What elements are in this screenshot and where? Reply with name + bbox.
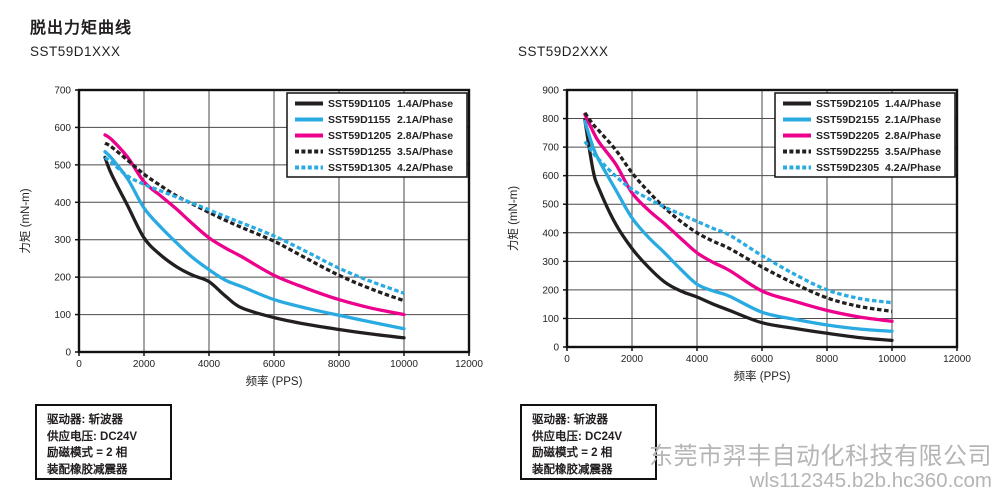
legend-current-SST59D1105: 1.4A/Phase [397, 98, 453, 110]
torque-chart-sst59d1: 0 100 200 300 400 500 600 700 0 2000 4000 6000 8000 1… [19, 86, 483, 389]
legend-current-SST59D2105: 1.4A/Phase [885, 98, 941, 110]
watermark-url: wls112345.b2b.hc360.com [749, 469, 992, 492]
spec-excitation: 励磁模式 = 2 相 [47, 447, 128, 459]
legend-current-SST59D1155: 2.1A/Phase [397, 114, 453, 126]
legend-model-SST59D2205: SST59D2205 [816, 130, 879, 142]
spec-driver: 驱动器: 斩波器 [47, 414, 124, 426]
y-tick-label: 0 [553, 343, 559, 354]
y-tick-label: 0 [65, 348, 71, 359]
legend: SST59D2105 1.4A/Phase SST59D2155 2.1A/Phase… [774, 92, 956, 178]
y-tick-label: 300 [54, 235, 71, 246]
x-tick-label: 8000 [816, 354, 839, 365]
x-tick-label: 6000 [751, 354, 774, 365]
spec-voltage: 供应电压: DC24V [47, 430, 138, 443]
legend-current-SST59D1255: 3.5A/Phase [397, 146, 453, 158]
spec-driver: 驱动器: 斩波器 [532, 414, 609, 426]
axes: 0 100 200 300 400 500 600 700 800 900 0 2000 4000 600… [542, 86, 971, 366]
chart-subtitle-sst59d2: SST59D2XXX [518, 44, 609, 59]
legend-current-SST59D2255: 3.5A/Phase [885, 146, 941, 158]
legend-model-SST59D1155: SST59D1155 [328, 114, 391, 126]
legend-current-SST59D1305: 4.2A/Phase [397, 162, 453, 174]
torque-chart-sst59d2: 0 100 200 300 400 500 600 700 800 900 0 2000 4000 600… [507, 86, 971, 384]
y-tick-label: 700 [54, 86, 71, 97]
x-tick-label: 12000 [943, 354, 971, 365]
y-tick-label: 400 [542, 228, 559, 239]
curve-SST59D2255 [583, 111, 893, 313]
y-tick-label: 300 [542, 257, 559, 268]
page-title: 脱出力矩曲线 [30, 20, 133, 37]
legend-model-SST59D1105: SST59D1105 [328, 98, 391, 110]
curve-SST59D2205 [583, 112, 894, 323]
y-tick-label: 700 [542, 143, 559, 154]
y-tick-label: 500 [54, 160, 71, 171]
curve-SST59D1205 [103, 133, 406, 317]
x-tick-label: 4000 [686, 354, 709, 365]
spec-damper: 装配橡胶减震器 [532, 463, 613, 476]
legend-model-SST59D1205: SST59D1205 [328, 130, 391, 142]
legend-model-SST59D2255: SST59D2255 [816, 146, 879, 158]
legend-current-SST59D2305: 4.2A/Phase [885, 162, 941, 174]
y-tick-label: 800 [542, 114, 559, 125]
legend: SST59D1105 1.4A/Phase SST59D1155 2.1A/Phase… [286, 92, 468, 178]
legend-model-SST59D2305: SST59D2305 [816, 162, 879, 174]
y-tick-label: 600 [542, 171, 559, 182]
legend-model-SST59D2155: SST59D2155 [816, 114, 879, 126]
watermark: 东莞市羿丰自动化科技有限公司 wls112345.b2b.hc360.com [649, 443, 992, 492]
spec-excitation: 励磁模式 = 2 相 [532, 447, 613, 459]
curve-SST59D1255 [104, 141, 405, 303]
curve-SST59D2305 [583, 140, 893, 305]
x-axis-label: 频率 (PPS) [734, 369, 791, 383]
curve-SST59D1305 [104, 156, 405, 295]
x-tick-label: 0 [76, 359, 82, 370]
y-tick-label: 500 [542, 200, 559, 211]
curve-SST59D2105 [583, 118, 894, 343]
spec-box-right: 驱动器: 斩波器 供应电压: DC24V 励磁模式 = 2 相 装配橡胶减震器 [520, 404, 657, 480]
x-tick-label: 10000 [390, 359, 418, 370]
x-axis-label: 频率 (PPS) [246, 374, 303, 388]
x-tick-label: 2000 [133, 359, 156, 370]
y-tick-label: 200 [54, 273, 71, 284]
x-tick-label: 4000 [198, 359, 221, 370]
legend-model-SST59D2105: SST59D2105 [816, 98, 879, 110]
curve-SST59D1155 [103, 150, 406, 331]
watermark-company-name: 东莞市羿丰自动化科技有限公司 [649, 443, 992, 470]
x-tick-label: 6000 [263, 359, 286, 370]
x-tick-label: 12000 [455, 359, 483, 370]
curve-SST59D1105 [103, 155, 406, 340]
axes: 0 100 200 300 400 500 600 700 0 2000 4000 6000 8000 1… [54, 86, 483, 371]
spec-damper: 装配橡胶减震器 [47, 463, 128, 476]
x-tick-label: 2000 [621, 354, 644, 365]
x-tick-label: 10000 [878, 354, 906, 365]
y-axis-label: 力矩 (mN-m) [19, 188, 32, 253]
spec-box-left: 驱动器: 斩波器 供应电压: DC24V 励磁模式 = 2 相 装配橡胶减震器 [35, 404, 172, 480]
legend-model-SST59D1305: SST59D1305 [328, 162, 391, 174]
legend-current-SST59D1205: 2.8A/Phase [397, 130, 453, 142]
curve-SST59D2155 [583, 119, 894, 333]
y-tick-label: 900 [542, 86, 559, 97]
x-tick-label: 8000 [328, 359, 351, 370]
legend-model-SST59D1255: SST59D1255 [328, 146, 391, 158]
legend-current-SST59D2155: 2.1A/Phase [885, 114, 941, 126]
y-axis-label: 力矩 (mN-m) [507, 186, 520, 251]
y-tick-label: 100 [54, 310, 71, 321]
y-tick-label: 200 [542, 285, 559, 296]
x-tick-label: 0 [564, 354, 570, 365]
y-tick-label: 600 [54, 123, 71, 134]
chart-subtitle-sst59d1: SST59D1XXX [30, 44, 121, 59]
spec-voltage: 供应电压: DC24V [532, 430, 623, 443]
y-tick-label: 400 [54, 198, 71, 209]
legend-current-SST59D2205: 2.8A/Phase [885, 130, 941, 142]
y-tick-label: 100 [542, 314, 559, 325]
